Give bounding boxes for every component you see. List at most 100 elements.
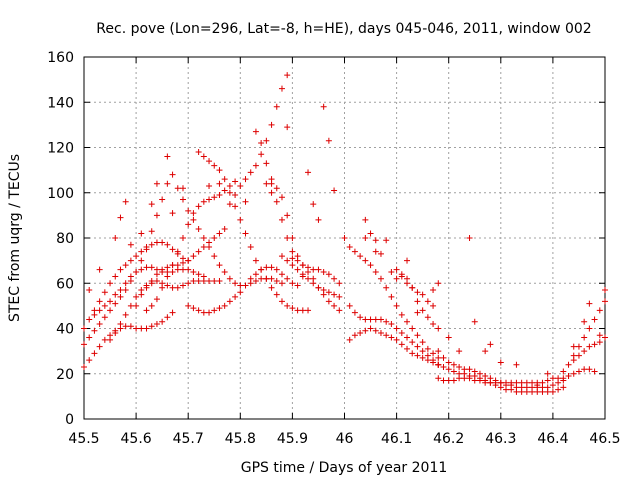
- data-point: [513, 379, 520, 386]
- data-point: [273, 277, 280, 284]
- series-arc-23: [435, 366, 598, 386]
- data-point: [133, 268, 140, 275]
- data-point: [346, 302, 353, 309]
- x-tick-label: 46.1: [381, 431, 412, 447]
- data-point: [138, 291, 145, 298]
- data-point: [529, 379, 536, 386]
- data-point: [148, 302, 155, 309]
- data-point: [445, 366, 452, 373]
- data-point: [383, 237, 390, 244]
- data-point: [242, 230, 249, 237]
- data-point: [409, 325, 416, 332]
- data-point: [159, 318, 166, 325]
- data-point: [169, 246, 176, 253]
- data-point: [247, 169, 254, 176]
- data-point: [206, 277, 213, 284]
- x-tick-label: 46.5: [589, 431, 620, 447]
- data-point: [414, 332, 421, 339]
- x-tick-label: 45.7: [173, 431, 204, 447]
- data-point: [476, 377, 483, 384]
- data-point: [200, 244, 207, 251]
- data-point: [211, 307, 218, 314]
- data-point: [169, 171, 176, 178]
- data-point: [581, 366, 588, 373]
- data-point: [206, 158, 213, 165]
- data-point: [138, 325, 145, 332]
- data-point: [174, 284, 181, 291]
- data-point: [549, 375, 556, 382]
- data-point: [294, 282, 301, 289]
- data-point: [221, 302, 228, 309]
- data-point: [112, 330, 119, 337]
- x-tick-label: 46.4: [537, 431, 568, 447]
- series-arc-8: [164, 153, 285, 289]
- data-point: [148, 264, 155, 271]
- data-point: [107, 280, 114, 287]
- data-point: [487, 341, 494, 348]
- data-point: [372, 316, 379, 323]
- series-arc-25: [570, 298, 608, 359]
- data-point: [263, 275, 270, 282]
- data-point: [393, 336, 400, 343]
- data-point: [127, 241, 134, 248]
- data-point: [185, 266, 192, 273]
- series-arc-16: [346, 325, 442, 368]
- data-point: [143, 307, 150, 314]
- data-point: [284, 302, 291, 309]
- data-point: [315, 216, 322, 223]
- data-point: [268, 121, 275, 128]
- data-point: [346, 244, 353, 251]
- data-point: [258, 139, 265, 146]
- data-point: [112, 235, 119, 241]
- data-point: [268, 264, 275, 271]
- data-point: [252, 128, 259, 135]
- data-point: [383, 318, 390, 325]
- y-tick-label: 80: [56, 231, 74, 247]
- data-point: [414, 343, 421, 350]
- data-point: [216, 192, 223, 199]
- data-point: [409, 339, 416, 346]
- data-point: [117, 214, 124, 221]
- data-point: [101, 336, 108, 343]
- data-point: [419, 354, 426, 361]
- data-point: [273, 291, 280, 298]
- data-point: [440, 363, 447, 370]
- data-point: [206, 309, 213, 316]
- data-point: [226, 182, 233, 189]
- data-point: [96, 298, 103, 305]
- data-point: [174, 248, 181, 255]
- data-point: [320, 268, 327, 275]
- data-point: [383, 332, 390, 339]
- data-point: [299, 273, 306, 280]
- data-point: [586, 343, 593, 350]
- data-point: [591, 341, 598, 348]
- data-point: [91, 311, 98, 318]
- data-point: [560, 384, 567, 391]
- data-point: [195, 149, 202, 156]
- data-point: [487, 379, 494, 386]
- data-point: [419, 348, 426, 355]
- data-point: [294, 307, 301, 314]
- data-point: [581, 334, 588, 341]
- data-point: [544, 370, 551, 377]
- data-point: [242, 282, 249, 289]
- data-point: [190, 253, 197, 260]
- data-point: [383, 284, 390, 291]
- series-arc-2: [81, 180, 171, 348]
- data-point: [388, 334, 395, 341]
- data-point: [419, 307, 426, 314]
- data-point: [523, 379, 530, 386]
- data-point: [122, 323, 129, 330]
- data-point: [445, 377, 452, 384]
- series-arc-12: [252, 128, 343, 287]
- data-point: [195, 248, 202, 255]
- data-point: [450, 377, 457, 384]
- data-point: [372, 268, 379, 275]
- data-point: [456, 348, 463, 355]
- y-tick-label: 60: [56, 276, 74, 292]
- data-point: [404, 345, 411, 352]
- data-point: [336, 307, 343, 314]
- data-point: [185, 257, 192, 264]
- data-point: [148, 277, 155, 284]
